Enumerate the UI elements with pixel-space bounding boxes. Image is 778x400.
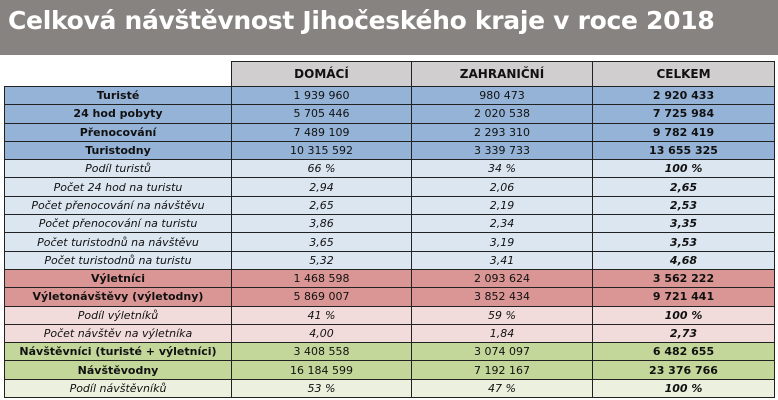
domestic-value: 3,86 xyxy=(231,214,412,234)
row-label: Turistodny xyxy=(4,140,232,161)
header-blank xyxy=(4,61,232,87)
total-value: 23 376 766 xyxy=(592,360,775,380)
foreign-value: 3,41 xyxy=(411,250,593,270)
table-row: Turisté 1 939 960 980 473 2 920 433 xyxy=(4,85,775,106)
total-value: 100 % xyxy=(592,305,775,325)
page-title: Celková návštěvnost Jihočeského kraje v … xyxy=(8,6,715,35)
table-row: Počet turistodnů na návštěvu 3,65 3,19 3,53 xyxy=(4,232,775,252)
row-label: Počet přenocování na návštěvu xyxy=(4,195,232,216)
total-value: 3 562 222 xyxy=(592,268,775,289)
row-label: Návštěvníci (turisté + výletníci) xyxy=(4,342,232,362)
table-row: Výletníci 1 468 598 2 093 624 3 562 222 xyxy=(4,268,775,289)
table-row: Počet turistodnů na turistu 5,32 3,41 4,68 xyxy=(4,250,775,270)
foreign-value: 2 293 310 xyxy=(411,122,593,142)
total-value: 7 725 984 xyxy=(592,104,775,124)
row-label: Přenocování xyxy=(4,122,232,142)
row-label: Podíl návštěvníků xyxy=(4,378,232,399)
header-row: DOMÁCÍ ZAHRANIČNÍ CELKEM xyxy=(4,61,775,87)
total-value: 2 920 433 xyxy=(592,85,775,106)
domestic-value: 7 489 109 xyxy=(231,122,412,142)
total-value: 6 482 655 xyxy=(592,342,775,362)
total-value: 9 782 419 xyxy=(592,122,775,142)
total-value: 9 721 441 xyxy=(592,287,775,307)
row-label: Podíl výletníků xyxy=(4,305,232,325)
foreign-value: 2,34 xyxy=(411,214,593,234)
row-label: Výletonávštěvy (výletodny) xyxy=(4,287,232,307)
domestic-value: 2,94 xyxy=(231,177,412,197)
foreign-value: 3 852 434 xyxy=(411,287,593,307)
row-label: 24 hod pobyty xyxy=(4,104,232,124)
foreign-value: 3 074 097 xyxy=(411,342,593,362)
domestic-value: 3,65 xyxy=(231,232,412,252)
table-row: Přenocování 7 489 109 2 293 310 9 782 419 xyxy=(4,122,775,142)
domestic-value: 2,65 xyxy=(231,195,412,216)
total-value: 100 % xyxy=(592,159,775,179)
foreign-value: 2,19 xyxy=(411,195,593,216)
row-label: Výletníci xyxy=(4,268,232,289)
row-label: Počet 24 hod na turistu xyxy=(4,177,232,197)
row-label: Podíl turistů xyxy=(4,159,232,179)
row-label: Turisté xyxy=(4,85,232,106)
column-header-total: CELKEM xyxy=(592,61,775,87)
foreign-value: 2,06 xyxy=(411,177,593,197)
column-header-foreign: ZAHRANIČNÍ xyxy=(411,61,593,87)
foreign-value: 1,84 xyxy=(411,323,593,344)
foreign-value: 47 % xyxy=(411,378,593,399)
foreign-value: 2 020 538 xyxy=(411,104,593,124)
domestic-value: 1 468 598 xyxy=(231,268,412,289)
table-row: Návštěvníci (turisté + výletníci) 3 408 5… xyxy=(4,342,775,362)
total-value: 13 655 325 xyxy=(592,140,775,161)
column-header-domestic: DOMÁCÍ xyxy=(231,61,412,87)
table-row: 24 hod pobyty 5 705 446 2 020 538 7 725 984 xyxy=(4,104,775,124)
table-row: Návštěvodny 16 184 599 7 192 167 23 376 766 xyxy=(4,360,775,380)
domestic-value: 3 408 558 xyxy=(231,342,412,362)
domestic-value: 16 184 599 xyxy=(231,360,412,380)
foreign-value: 7 192 167 xyxy=(411,360,593,380)
title-bar: Celková návštěvnost Jihočeského kraje v … xyxy=(0,0,778,55)
foreign-value: 59 % xyxy=(411,305,593,325)
domestic-value: 1 939 960 xyxy=(231,85,412,106)
table-row: Podíl turistů 66 % 34 % 100 % xyxy=(4,159,775,179)
table-row: Počet přenocování na turistu 3,86 2,34 3,35 xyxy=(4,214,775,234)
foreign-value: 3,19 xyxy=(411,232,593,252)
table-row: Podíl návštěvníků 53 % 47 % 100 % xyxy=(4,378,775,399)
table-row: Počet 24 hod na turistu 2,94 2,06 2,65 xyxy=(4,177,775,197)
total-value: 100 % xyxy=(592,378,775,399)
total-value: 2,73 xyxy=(592,323,775,344)
domestic-value: 4,00 xyxy=(231,323,412,344)
domestic-value: 53 % xyxy=(231,378,412,399)
row-label: Počet turistodnů na návštěvu xyxy=(4,232,232,252)
domestic-value: 10 315 592 xyxy=(231,140,412,161)
row-label: Počet přenocování na turistu xyxy=(4,214,232,234)
total-value: 4,68 xyxy=(592,250,775,270)
domestic-value: 66 % xyxy=(231,159,412,179)
foreign-value: 3 339 733 xyxy=(411,140,593,161)
foreign-value: 2 093 624 xyxy=(411,268,593,289)
foreign-value: 34 % xyxy=(411,159,593,179)
table-row: Turistodny 10 315 592 3 339 733 13 655 325 xyxy=(4,140,775,161)
total-value: 3,35 xyxy=(592,214,775,234)
domestic-value: 5 869 007 xyxy=(231,287,412,307)
domestic-value: 5,32 xyxy=(231,250,412,270)
table-row: Výletonávštěvy (výletodny) 5 869 007 3 852… xyxy=(4,287,775,307)
total-value: 2,53 xyxy=(592,195,775,216)
table-row: Počet přenocování na návštěvu 2,65 2,19 2,5… xyxy=(4,195,775,216)
domestic-value: 5 705 446 xyxy=(231,104,412,124)
domestic-value: 41 % xyxy=(231,305,412,325)
table-row: Podíl výletníků 41 % 59 % 100 % xyxy=(4,305,775,325)
total-value: 3,53 xyxy=(592,232,775,252)
table-row: Počet návštěv na výletníka 4,00 1,84 2,73 xyxy=(4,323,775,344)
foreign-value: 980 473 xyxy=(411,85,593,106)
row-label: Počet návštěv na výletníka xyxy=(4,323,232,344)
row-label: Návštěvodny xyxy=(4,360,232,380)
visitors-table: DOMÁCÍ ZAHRANIČNÍ CELKEM Turisté 1 939 96… xyxy=(4,61,775,399)
row-label: Počet turistodnů na turistu xyxy=(4,250,232,270)
total-value: 2,65 xyxy=(592,177,775,197)
